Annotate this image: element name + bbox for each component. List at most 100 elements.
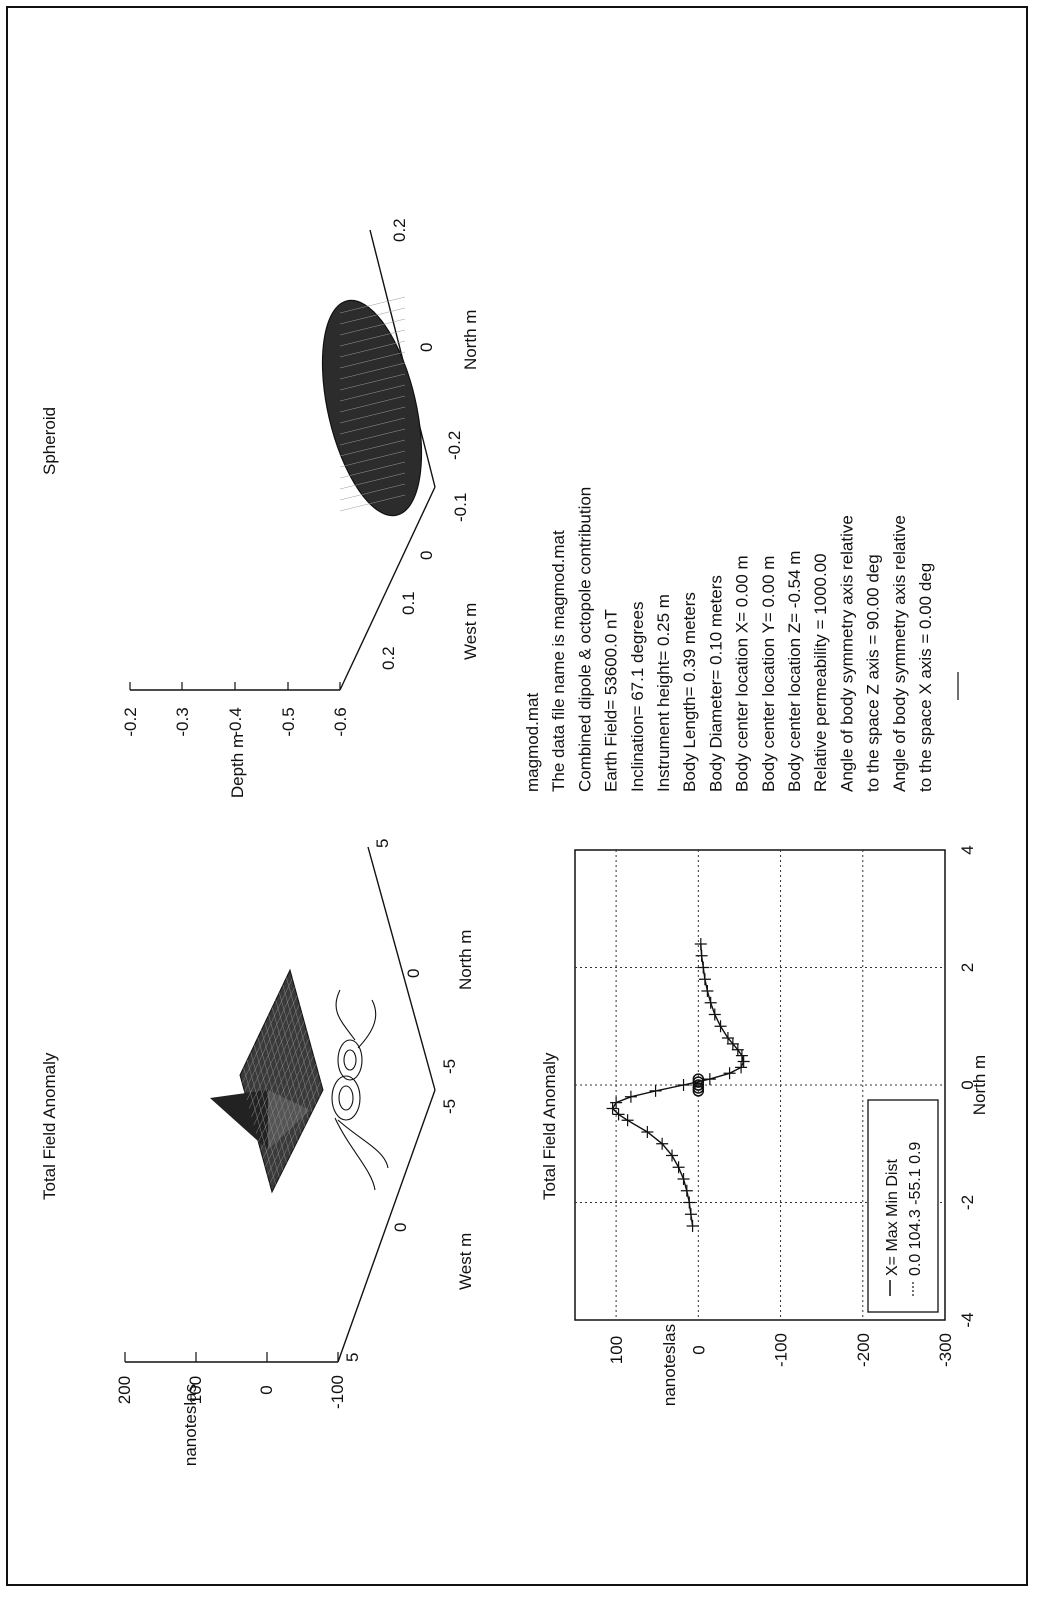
surface-x-tick: 5 xyxy=(343,1353,362,1362)
info-line: to the space Z axis = 90.00 deg xyxy=(864,554,883,792)
spheroid-x-tick: 0.1 xyxy=(399,591,418,615)
data-point xyxy=(731,1043,744,1056)
spheroid-body xyxy=(321,299,423,517)
marker-point xyxy=(692,1076,705,1088)
figure-frame xyxy=(6,6,1028,1586)
spheroid-panel: Spheroid -0.2 -0.3 -0.4 -0.5 -0.6 Depth … xyxy=(40,218,480,798)
marker-point xyxy=(692,1079,705,1091)
surface-x-tick: 0 xyxy=(391,1223,410,1232)
surface-x-label: West m xyxy=(456,1233,475,1290)
spheroid-z-tick: -0.2 xyxy=(121,707,140,736)
data-point xyxy=(649,1084,662,1097)
spheroid-x-tick: 0.2 xyxy=(379,646,398,670)
spheroid-z-tick: -0.4 xyxy=(226,707,245,736)
data-point xyxy=(708,1008,721,1021)
profile-panel: Total Field Anomaly 100 0 -100 -200 -300-4 -2… xyxy=(540,845,989,1406)
info-line: Inclination= 67.1 degrees xyxy=(628,602,647,792)
data-point xyxy=(680,1184,693,1197)
surface-y-axis xyxy=(367,846,436,1091)
info-line: Relative permeability = 1000.00 xyxy=(811,553,830,792)
info-line: Body Length= 0.39 meters xyxy=(680,592,699,792)
data-point xyxy=(641,1126,654,1138)
surface-contours xyxy=(331,989,389,1191)
spheroid-title: Spheroid xyxy=(40,407,59,475)
data-point xyxy=(672,1161,685,1174)
x-tick-label: -2 xyxy=(958,1195,977,1210)
info-line: Body center location X= 0.00 m xyxy=(733,555,752,792)
data-point xyxy=(624,1090,637,1103)
data-point xyxy=(694,938,707,950)
surface-z-tick: -100 xyxy=(328,1375,347,1409)
marker-point xyxy=(692,1073,705,1085)
data-point xyxy=(726,1037,739,1050)
surface-y-tick: 5 xyxy=(373,839,392,848)
chart-ticks: 100 0 -100 -200 -300-4 -2 0 2 4 xyxy=(607,845,977,1367)
info-line: Instrument height= 0.25 m xyxy=(654,594,673,792)
data-point xyxy=(701,985,714,997)
chart-legend xyxy=(867,1099,939,1313)
series-points xyxy=(606,938,750,1232)
y-tick-label: 0 xyxy=(689,1345,708,1354)
spheroid-mesh-lines xyxy=(339,296,406,512)
x-tick-label: -4 xyxy=(958,1312,977,1327)
spheroid-x-axis xyxy=(339,486,436,691)
spheroid-z-tick: -0.3 xyxy=(173,707,192,736)
info-line: Earth Field= 53600.0 nT xyxy=(602,609,621,792)
info-text-block: magmod.mat The data file name is magmod.m… xyxy=(523,487,935,792)
data-point xyxy=(612,1108,625,1121)
data-point xyxy=(697,961,710,974)
chart-title: Total Field Anomaly xyxy=(540,1052,559,1200)
info-line: Combined dipole & octopole contribution xyxy=(575,487,594,792)
data-point xyxy=(683,1196,696,1209)
spheroid-y-tick: 0 xyxy=(417,343,436,352)
marker-point xyxy=(692,1082,705,1094)
legend-row: 0.0 104.3 -55.1 0.9 xyxy=(907,1142,924,1276)
data-point xyxy=(721,1032,734,1044)
surface-x-tick: -5 xyxy=(440,1099,459,1114)
marker-point xyxy=(692,1085,705,1097)
chart-grid xyxy=(575,850,945,1320)
y-tick-label: -300 xyxy=(936,1333,955,1367)
y-tick-label: -200 xyxy=(854,1333,873,1367)
info-line: to the space X axis = 0.00 deg xyxy=(916,563,935,792)
spheroid-x-tick: -0.1 xyxy=(451,493,470,522)
spheroid-y-label: North m xyxy=(461,310,480,370)
spheroid-y-tick: -0.2 xyxy=(445,431,464,460)
data-point xyxy=(677,1173,690,1185)
surface-peak xyxy=(210,1090,268,1150)
data-point xyxy=(621,1114,634,1127)
info-line: Body center location Z= -0.54 m xyxy=(785,551,804,792)
data-point xyxy=(698,973,711,986)
surface-x-axis xyxy=(337,1089,436,1363)
data-point xyxy=(656,1137,669,1150)
spheroid-x-tick: 0 xyxy=(417,551,436,560)
info-line: Body Diameter= 0.10 meters xyxy=(706,575,725,792)
data-point xyxy=(737,1055,750,1068)
spheroid-z-tick: -0.6 xyxy=(331,707,350,736)
info-line: magmod.mat xyxy=(523,693,542,792)
data-point xyxy=(703,1073,716,1086)
spheroid-z-label: Depth m xyxy=(228,734,247,798)
surface-trough xyxy=(268,1090,310,1150)
data-point xyxy=(723,1067,736,1080)
data-point xyxy=(686,1220,699,1232)
surface-y-tick: -5 xyxy=(440,1059,459,1074)
data-point xyxy=(666,1149,679,1162)
surface-mesh-lines xyxy=(242,977,321,1185)
data-point xyxy=(714,1020,727,1033)
x-tick-label: 2 xyxy=(958,963,977,972)
spheroid-y-tick: 0.2 xyxy=(390,218,409,242)
surface-title: Total Field Anomaly xyxy=(40,1052,59,1200)
data-point xyxy=(677,1079,690,1091)
data-point xyxy=(610,1096,623,1109)
surface-z-tick: 200 xyxy=(115,1376,134,1404)
info-line: Angle of body symmetry axis relative xyxy=(837,515,856,792)
surface-z-tick: 100 xyxy=(186,1376,205,1404)
data-point xyxy=(684,1208,697,1221)
data-point xyxy=(695,949,708,962)
series-line xyxy=(611,943,745,1227)
spheroid-x-label: West m xyxy=(461,603,480,660)
info-line: Angle of body symmetry axis relative xyxy=(890,515,909,792)
data-point xyxy=(735,1061,748,1074)
